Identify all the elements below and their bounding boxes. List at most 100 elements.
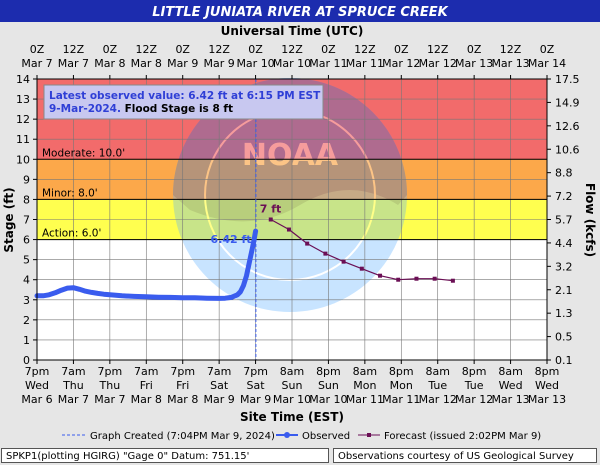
utc-tick-date: Mar 12 bbox=[419, 57, 457, 70]
flow-tick-label: 0.1 bbox=[555, 354, 573, 367]
chart-series: 6.42 ft 7 ft bbox=[34, 203, 455, 301]
est-tick-day: Mon bbox=[390, 379, 413, 392]
forecast-value-label: 7 ft bbox=[260, 203, 282, 216]
legend-observed-label: Observed bbox=[302, 431, 350, 442]
utc-tick-date: Mar 12 bbox=[382, 57, 420, 70]
est-tick-day: Tue bbox=[427, 379, 447, 392]
est-tick-time: 8am bbox=[280, 365, 304, 378]
est-tick-date: Mar 9 bbox=[204, 393, 235, 406]
legend-forecast-marker bbox=[367, 433, 371, 437]
flood-stage-text: Flood Stage is 8 ft bbox=[121, 103, 233, 115]
noaa-watermark: NOAA bbox=[173, 78, 407, 312]
flow-tick-label: 12.6 bbox=[555, 120, 580, 133]
latest-observed-line2: 9-Mar-2024. bbox=[49, 103, 121, 115]
observed-line bbox=[34, 228, 259, 301]
est-tick-date: Mar 12 bbox=[455, 393, 493, 406]
est-tick-time: 7pm bbox=[98, 365, 123, 378]
est-tick-time: 8pm bbox=[316, 365, 341, 378]
utc-tick-time: 12Z bbox=[500, 43, 522, 56]
forecast-point bbox=[432, 276, 437, 281]
stage-tick-label: 13 bbox=[16, 93, 30, 106]
utc-tick-date: Mar 8 bbox=[131, 57, 162, 70]
legend-observed-marker bbox=[284, 432, 290, 438]
est-tick-day: Mon bbox=[353, 379, 376, 392]
forecast-point bbox=[268, 217, 273, 222]
est-tick-date: Mar 13 bbox=[491, 393, 529, 406]
est-tick-date: Mar 10 bbox=[309, 393, 347, 406]
stage-tick-label: 9 bbox=[23, 173, 30, 186]
utc-tick-date: Mar 11 bbox=[309, 57, 347, 70]
utc-tick-time: 12Z bbox=[136, 43, 158, 56]
est-tick-day: Sun bbox=[318, 379, 339, 392]
title-bar bbox=[0, 0, 600, 22]
flow-tick-label: 7.2 bbox=[555, 190, 573, 203]
utc-tick-date: Mar 13 bbox=[491, 57, 529, 70]
forecast-point bbox=[414, 276, 419, 281]
chart-title: LITTLE JUNIATA RIVER AT SPRUCE CREEK bbox=[152, 5, 448, 20]
flow-tick-label: 0.5 bbox=[555, 331, 573, 344]
legend-forecast-label: Forecast (issued 2:02PM Mar 9) bbox=[384, 431, 541, 442]
utc-tick-time: 0Z bbox=[467, 43, 482, 56]
stage-tick-label: 7 bbox=[23, 214, 30, 227]
utc-tick-date: Mar 10 bbox=[273, 57, 311, 70]
est-tick-day: Fri bbox=[140, 379, 153, 392]
est-tick-time: 8pm bbox=[535, 365, 560, 378]
stage-tick-label: 10 bbox=[16, 153, 30, 166]
est-tick-date: Mar 13 bbox=[528, 393, 566, 406]
threshold-label-minor: Minor: 8.0' bbox=[42, 187, 98, 199]
forecast-point bbox=[359, 266, 364, 271]
est-tick-day: Wed bbox=[25, 379, 49, 392]
legend: Graph Created (7:04PM Mar 9, 2024) Obser… bbox=[62, 431, 541, 442]
chart-gridlines bbox=[37, 79, 547, 360]
stage-tick-label: 14 bbox=[16, 73, 30, 86]
forecast-point bbox=[305, 241, 310, 246]
utc-tick-time: 0Z bbox=[248, 43, 263, 56]
utc-tick-date: Mar 9 bbox=[167, 57, 198, 70]
forecast-point bbox=[450, 278, 455, 283]
flow-tick-label: 2.1 bbox=[555, 284, 573, 297]
est-tick-date: Mar 9 bbox=[240, 393, 271, 406]
flow-tick-label: 10.6 bbox=[555, 143, 580, 156]
est-tick-time: 8pm bbox=[389, 365, 414, 378]
est-tick-day: Tue bbox=[464, 379, 484, 392]
est-tick-time: 7am bbox=[207, 365, 231, 378]
utc-tick-date: Mar 13 bbox=[455, 57, 493, 70]
stage-tick-label: 12 bbox=[16, 113, 30, 126]
stage-tick-label: 8 bbox=[23, 193, 30, 206]
flow-tick-label: 3.2 bbox=[555, 260, 573, 273]
utc-tick-time: 12Z bbox=[63, 43, 85, 56]
bottom-axis-title: Site Time (EST) bbox=[240, 410, 344, 424]
stage-tick-label: 4 bbox=[23, 274, 30, 287]
stage-tick-label: 2 bbox=[23, 314, 30, 327]
est-tick-day: Sat bbox=[210, 379, 229, 392]
stage-tick-label: 1 bbox=[23, 334, 30, 347]
utc-tick-date: Mar 8 bbox=[94, 57, 125, 70]
chart-axes: 012345678910111213140.10.51.32.13.24.45.… bbox=[16, 43, 580, 406]
flow-tick-label: 5.7 bbox=[555, 214, 573, 227]
flow-tick-label: 17.5 bbox=[555, 73, 580, 86]
est-tick-time: 8pm bbox=[462, 365, 487, 378]
utc-tick-time: 0Z bbox=[540, 43, 555, 56]
est-tick-day: Fri bbox=[176, 379, 189, 392]
est-tick-day: Sun bbox=[282, 379, 303, 392]
forecast-point bbox=[286, 227, 291, 232]
utc-tick-time: 0Z bbox=[394, 43, 409, 56]
est-tick-time: 7pm bbox=[243, 365, 268, 378]
forecast-point bbox=[323, 251, 328, 256]
est-tick-date: Mar 12 bbox=[419, 393, 457, 406]
est-tick-time: 8am bbox=[425, 365, 449, 378]
est-tick-day: Sat bbox=[247, 379, 266, 392]
est-tick-time: 7pm bbox=[170, 365, 195, 378]
flow-tick-label: 1.3 bbox=[555, 307, 573, 320]
latest-observed-annotation: Latest observed value: 6.42 ft at 6:15 P… bbox=[43, 84, 324, 120]
est-tick-date: Mar 8 bbox=[131, 393, 162, 406]
est-tick-time: 8am bbox=[498, 365, 522, 378]
utc-tick-time: 12Z bbox=[281, 43, 303, 56]
est-tick-date: Mar 11 bbox=[382, 393, 420, 406]
utc-tick-date: Mar 9 bbox=[204, 57, 235, 70]
stage-tick-label: 11 bbox=[16, 133, 30, 146]
utc-tick-date: Mar 11 bbox=[346, 57, 384, 70]
utc-tick-time: 0Z bbox=[321, 43, 336, 56]
svg-text:NOAA: NOAA bbox=[242, 138, 339, 173]
forecast-point bbox=[378, 273, 383, 278]
